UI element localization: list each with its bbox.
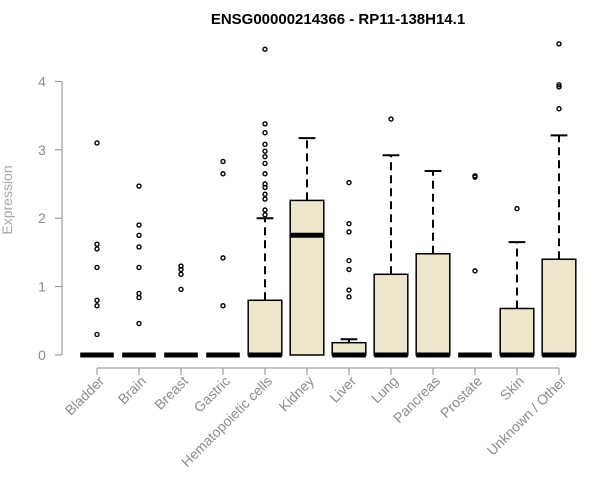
outlier-point bbox=[262, 207, 268, 213]
outlier-point bbox=[136, 232, 142, 239]
outlier-point bbox=[346, 294, 352, 300]
outlier-point bbox=[556, 82, 562, 88]
box-9 bbox=[458, 173, 492, 358]
outlier-point bbox=[472, 268, 478, 274]
outlier-point bbox=[262, 196, 268, 202]
outlier-point bbox=[94, 241, 100, 247]
outlier-point bbox=[220, 303, 226, 309]
outlier-point bbox=[136, 183, 142, 189]
y-tick-label: 4 bbox=[38, 73, 46, 89]
x-tick-label: Skin bbox=[497, 373, 528, 404]
outlier-point bbox=[136, 290, 142, 297]
outlier-point bbox=[178, 271, 184, 277]
outlier-point bbox=[346, 229, 352, 235]
box-iqr bbox=[415, 253, 451, 356]
outlier-point bbox=[262, 129, 268, 136]
outlier-point bbox=[262, 212, 268, 218]
box-10 bbox=[499, 205, 535, 358]
box-2 bbox=[164, 263, 198, 358]
outlier-point bbox=[136, 294, 142, 301]
x-tick-label: Breast bbox=[151, 373, 191, 413]
y-tick-label: 2 bbox=[38, 210, 46, 226]
box-0 bbox=[80, 140, 114, 358]
outlier-point bbox=[178, 263, 184, 269]
outlier-point bbox=[262, 191, 268, 197]
box-3 bbox=[206, 158, 240, 358]
x-tick-label: Unknown / Other bbox=[484, 373, 570, 459]
x-tick-label: Lung bbox=[368, 373, 401, 406]
outlier-point bbox=[262, 46, 268, 52]
outlier-point bbox=[94, 297, 100, 303]
box-iqr bbox=[541, 258, 577, 356]
outlier-point bbox=[136, 222, 142, 228]
outlier-point bbox=[94, 140, 100, 146]
outlier-point bbox=[136, 320, 142, 327]
outlier-point bbox=[220, 158, 226, 165]
outlier-point bbox=[262, 153, 268, 160]
y-axis-label: Expression bbox=[0, 165, 15, 234]
outlier-point bbox=[556, 106, 562, 112]
outlier-point bbox=[178, 286, 184, 293]
outlier-point bbox=[94, 264, 100, 271]
outlier-point bbox=[94, 303, 100, 309]
outlier-point bbox=[94, 331, 100, 338]
box-5 bbox=[289, 137, 325, 356]
chart-title: ENSG00000214366 - RP11-138H14.1 bbox=[211, 11, 465, 28]
outlier-point bbox=[556, 41, 562, 47]
x-tick-label: Prostate bbox=[437, 373, 485, 421]
outlier-point bbox=[346, 179, 352, 186]
outlier-point bbox=[262, 160, 268, 167]
outlier-point bbox=[346, 266, 352, 273]
outlier-point bbox=[262, 141, 268, 148]
box-4 bbox=[247, 46, 283, 358]
box-8 bbox=[415, 170, 451, 358]
x-tick-label: Liver bbox=[326, 373, 359, 406]
outlier-point bbox=[220, 255, 226, 261]
outlier-point bbox=[556, 84, 562, 90]
outlier-point bbox=[136, 264, 142, 271]
box-iqr bbox=[247, 299, 283, 356]
box-iqr bbox=[499, 307, 535, 356]
outlier-point bbox=[346, 287, 352, 293]
x-tick-label: Kidney bbox=[276, 373, 318, 415]
outlier-point bbox=[346, 220, 352, 227]
outlier-point bbox=[262, 148, 268, 154]
outlier-point bbox=[262, 181, 268, 187]
box-1 bbox=[122, 183, 156, 358]
x-tick-label: Pancreas bbox=[390, 373, 443, 426]
outlier-point bbox=[94, 246, 100, 252]
box-7 bbox=[373, 116, 409, 358]
y-tick-label: 0 bbox=[38, 347, 46, 363]
y-axis: 0 1 2 3 4 bbox=[38, 73, 63, 363]
outlier-point bbox=[514, 205, 520, 212]
y-tick-label: 3 bbox=[38, 142, 46, 158]
outlier-point bbox=[262, 121, 268, 127]
box-6 bbox=[331, 179, 367, 358]
x-tick-label: Brain bbox=[115, 373, 149, 407]
box-11 bbox=[541, 41, 577, 358]
box-iqr bbox=[373, 273, 409, 356]
outlier-point bbox=[262, 171, 268, 177]
outlier-point bbox=[472, 173, 478, 179]
outlier-point bbox=[136, 244, 142, 250]
y-tick-label: 1 bbox=[38, 279, 46, 295]
x-tick-label: Bladder bbox=[62, 373, 108, 419]
box-iqr bbox=[289, 199, 325, 356]
outlier-point bbox=[388, 116, 394, 122]
outlier-point bbox=[346, 257, 352, 264]
outlier-point bbox=[220, 171, 226, 177]
box-series bbox=[80, 41, 577, 358]
